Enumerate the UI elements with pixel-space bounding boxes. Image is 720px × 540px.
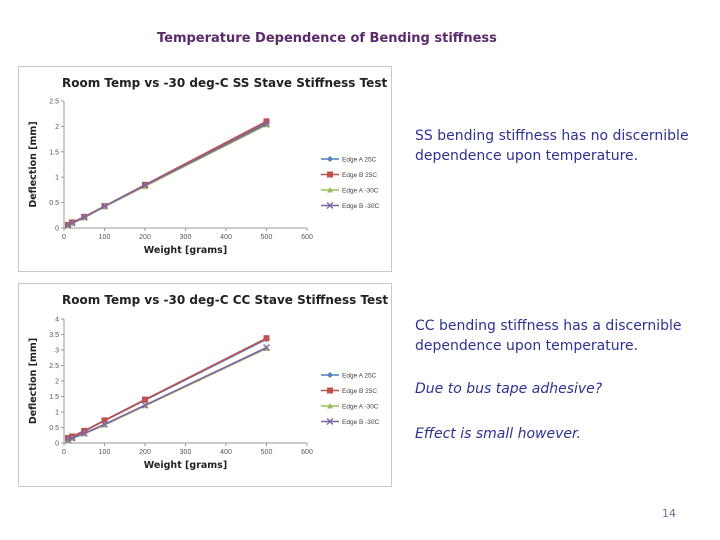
ss-data-point-edge-b-25c <box>263 118 270 125</box>
ss-y-tick-label: 2 <box>55 124 59 131</box>
bullet-ss-no-dependence: SS bending stiffness has no discernible … <box>415 128 689 164</box>
cc-data-point-edge-b-25c <box>263 335 270 342</box>
ss-series-line-edge-b-30c <box>67 123 267 227</box>
cc-series-line-edge-b-25c <box>67 337 267 439</box>
ss-legend-label-edge-b-25c: Edge B 25C <box>342 172 377 179</box>
cc-y-tick-label: 1 <box>55 410 59 417</box>
cc-y-tick-label: 4 <box>55 317 59 324</box>
ss-x-tick-label: 400 <box>220 234 232 241</box>
cc-y-axis-label: Deflection [mm] <box>28 338 39 424</box>
ss-legend-label-edge-a-25c: Edge A 25C <box>342 156 377 163</box>
ss-x-tick-label: 100 <box>99 234 111 241</box>
cc-y-tick-label: 0.5 <box>49 425 59 432</box>
cc-data-point-edge-b-30c <box>68 434 76 442</box>
cc-series-line-edge-b-30c <box>67 346 267 441</box>
cc-x-tick-label: 400 <box>220 449 232 456</box>
cc-data-point-edge-b-30c <box>80 429 88 437</box>
cc-series-edge-b-25c <box>65 335 270 442</box>
bullet-bus-tape-adhesive: Due to bus tape adhesive? <box>415 381 603 397</box>
bullet-cc-dependence: CC bending stiffness has a discernible d… <box>415 318 682 354</box>
cc-legend-label-edge-a-25c: Edge A 25C <box>342 372 377 379</box>
ss-legend-marker-edge-a-30c <box>327 187 333 193</box>
ss-chart-title: Room Temp vs -30 deg-C SS Stave Stiffnes… <box>62 76 387 90</box>
cc-y-tick-label: 3.5 <box>49 332 59 339</box>
cc-stiffness-chart-svg: Room Temp vs -30 deg-C CC Stave Stiffnes… <box>28 293 388 471</box>
cc-legend-marker-edge-a-25c <box>327 372 333 378</box>
ss-stiffness-chart: Room Temp vs -30 deg-C SS Stave Stiffnes… <box>18 66 392 272</box>
ss-x-tick-label: 500 <box>261 234 273 241</box>
slide-title: Temperature Dependence of Bending stiffn… <box>157 31 497 46</box>
cc-x-tick-label: 200 <box>139 449 151 456</box>
cc-x-tick-label: 0 <box>62 449 66 456</box>
ss-series-line-edge-a-30c <box>67 124 267 227</box>
ss-y-tick-label: 2.5 <box>49 99 59 106</box>
ss-data-point-edge-b-30c <box>64 222 72 229</box>
cc-x-tick-label: 300 <box>180 449 192 456</box>
ss-x-tick-label: 0 <box>62 234 66 241</box>
ss-stiffness-chart-svg: Room Temp vs -30 deg-C SS Stave Stiffnes… <box>28 76 387 256</box>
page-number: 14 <box>662 507 676 520</box>
ss-data-point-edge-b-30c <box>263 120 270 128</box>
cc-data-point-edge-b-25c <box>142 396 148 403</box>
cc-data-point-edge-b-25c <box>101 417 108 424</box>
ss-y-tick-label: 0 <box>55 226 59 233</box>
ss-y-tick-label: 1.5 <box>49 149 59 156</box>
cc-legend-label-edge-a-30c: Edge A -30C <box>342 403 379 410</box>
ss-x-axis-label: Weight [grams] <box>144 245 227 256</box>
cc-x-tick-label: 100 <box>99 449 111 456</box>
bullet-effect-small: Effect is small however. <box>415 426 581 442</box>
cc-x-tick-label: 600 <box>301 449 313 456</box>
ss-legend-marker-edge-a-25c <box>327 156 333 162</box>
ss-data-point-edge-b-30c <box>141 181 149 189</box>
ss-y-axis-label: Deflection [mm] <box>28 121 39 207</box>
cc-series-edge-b-30c <box>64 344 270 444</box>
cc-y-tick-label: 2 <box>55 379 59 386</box>
ss-series-edge-b-30c <box>64 120 270 229</box>
ss-data-point-edge-b-30c <box>80 213 88 221</box>
ss-x-tick-label: 300 <box>180 234 192 241</box>
cc-x-axis-label: Weight [grams] <box>144 460 227 471</box>
ss-legend-marker-edge-b-30c <box>326 202 334 209</box>
cc-x-tick-label: 500 <box>261 449 273 456</box>
cc-y-tick-label: 2.5 <box>49 363 59 370</box>
cc-y-tick-label: 0 <box>55 441 59 448</box>
ss-data-point-edge-b-30c <box>101 202 108 210</box>
ss-x-tick-label: 200 <box>139 234 151 241</box>
cc-legend-marker-edge-b-30c <box>326 418 334 425</box>
cc-legend-label-edge-b-25c: Edge B 25C <box>342 388 377 395</box>
ss-legend-label-edge-b-30c: Edge B -30C <box>342 203 380 210</box>
cc-legend-marker-edge-a-30c <box>327 403 333 409</box>
ss-y-tick-label: 1 <box>55 175 59 182</box>
ss-legend-marker-edge-b-25c <box>327 171 333 178</box>
ss-x-tick-label: 600 <box>301 234 313 241</box>
cc-legend-label-edge-b-30c: Edge B -30C <box>342 419 380 426</box>
ss-legend-label-edge-a-30c: Edge A -30C <box>342 187 379 194</box>
ss-y-tick-label: 0.5 <box>49 200 59 207</box>
cc-chart-title: Room Temp vs -30 deg-C CC Stave Stiffnes… <box>62 293 388 307</box>
cc-data-point-edge-b-30c <box>64 436 72 444</box>
ss-data-point-edge-b-30c <box>68 219 76 227</box>
cc-y-tick-label: 1.5 <box>49 394 59 401</box>
cc-data-point-edge-b-30c <box>141 401 149 409</box>
cc-data-point-edge-b-30c <box>101 420 108 428</box>
cc-data-point-edge-b-30c <box>263 344 270 351</box>
cc-stiffness-chart: Room Temp vs -30 deg-C CC Stave Stiffnes… <box>18 283 392 487</box>
cc-y-tick-label: 3 <box>55 348 59 355</box>
cc-legend-marker-edge-b-25c <box>327 387 333 394</box>
